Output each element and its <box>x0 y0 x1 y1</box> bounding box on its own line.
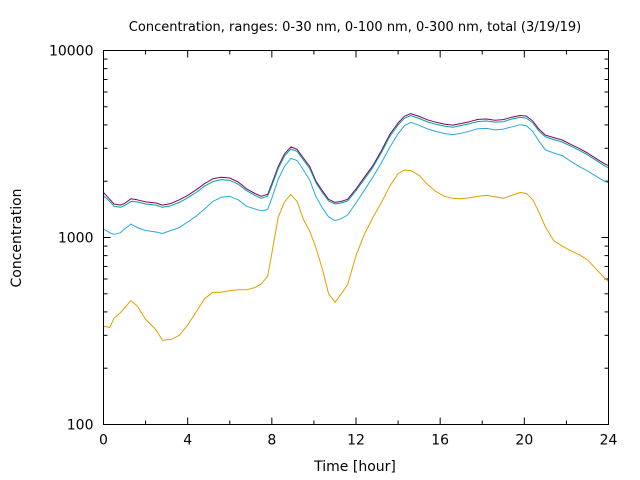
plot-frame <box>103 50 609 425</box>
x-tick-label: 12 <box>347 433 365 449</box>
series-line-1 <box>103 115 609 208</box>
chart-title: Concentration, ranges: 0-30 nm, 0-100 nm… <box>129 20 581 35</box>
series-line-2 <box>103 121 609 235</box>
y-tick-label: 100 <box>67 418 94 434</box>
y-axis-label: Concentration <box>9 188 25 287</box>
x-axis-label: Time [hour] <box>313 459 396 475</box>
x-tick-label: 4 <box>183 433 192 449</box>
x-tick-label: 8 <box>267 433 276 449</box>
series-line-0 <box>103 113 609 206</box>
axis-ticks: 0 4 8 12 16 20 24 100 1000 10000 <box>49 44 618 449</box>
series-line-3 <box>103 169 609 341</box>
y-tick-label: 10000 <box>49 44 94 60</box>
x-tick-label: 24 <box>600 433 618 449</box>
x-tick-label: 0 <box>99 433 108 449</box>
series-layer <box>103 113 609 341</box>
x-tick-label: 16 <box>431 433 449 449</box>
y-tick-label: 1000 <box>58 231 94 247</box>
x-tick-label: 20 <box>515 433 533 449</box>
